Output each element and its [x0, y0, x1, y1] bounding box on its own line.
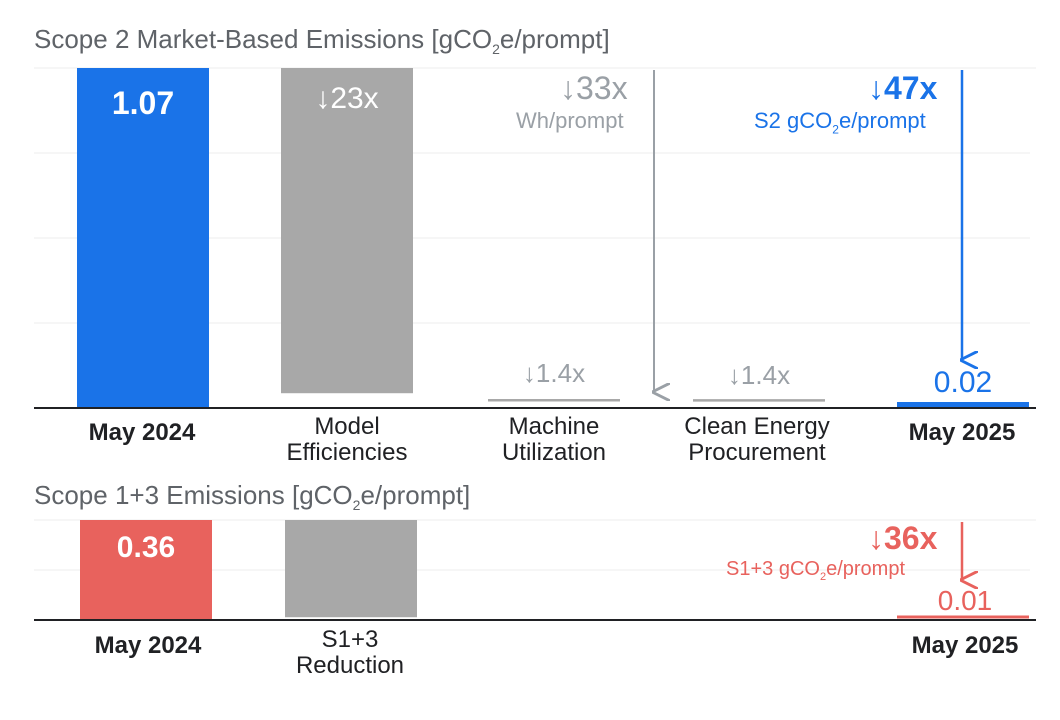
- s2-47x-label: ↓47x: [868, 70, 938, 106]
- scope2-bar-0: [77, 68, 209, 408]
- scope2-chart-title: Scope 2 Market-Based Emissions [gCO2e/pr…: [34, 24, 610, 58]
- s13-36x-label: ↓36x: [868, 520, 938, 556]
- scope2-bar-1: [281, 68, 413, 394]
- scope2-category-may-2025: May 2025: [908, 419, 1016, 446]
- scope2-bar-4: [897, 402, 1029, 408]
- machine-util-33x-label: ↓33x: [560, 70, 628, 106]
- scope2-label-may-2024: 1.07: [112, 85, 174, 121]
- scope2-category-model-efficiencies: Model Efficiencies: [286, 413, 408, 466]
- scope13-category-may-2024: May 2024: [94, 632, 202, 659]
- scope2-label-model-efficiencies: ↓23x: [315, 82, 378, 115]
- scope13-chart-title: Scope 1+3 Emissions [gCO2e/prompt]: [34, 480, 471, 514]
- scope13-bar-1: [285, 520, 417, 618]
- scope13-label-may-2025: 0.01: [938, 585, 993, 616]
- scope2-category-clean-energy-procurement: Clean Energy Procurement: [684, 413, 830, 466]
- scope13-label-may-2024: 0.36: [117, 531, 175, 564]
- scope2-category-may-2024: May 2024: [88, 419, 196, 446]
- scope2-label-machine-utilization: ↓1.4x: [523, 358, 585, 388]
- s2-gco2e-per-prompt-label: S2 gCO2e/prompt: [754, 108, 926, 137]
- scope13-category-may-2025: May 2025: [911, 632, 1019, 659]
- scope13-bar-0: [80, 520, 212, 620]
- wh-per-prompt-label: Wh/prompt: [516, 108, 624, 133]
- s13-gco2e-per-prompt-label: S1+3 gCO2e/prompt: [726, 558, 906, 583]
- scope13-category-s13-reduction: S1+3 Reduction: [295, 626, 405, 679]
- scope2-label-may-2025: 0.02: [934, 366, 992, 399]
- scope2-category-machine-utilization: Machine Utilization: [501, 413, 607, 466]
- scope2-label-clean-energy: ↓1.4x: [728, 360, 790, 390]
